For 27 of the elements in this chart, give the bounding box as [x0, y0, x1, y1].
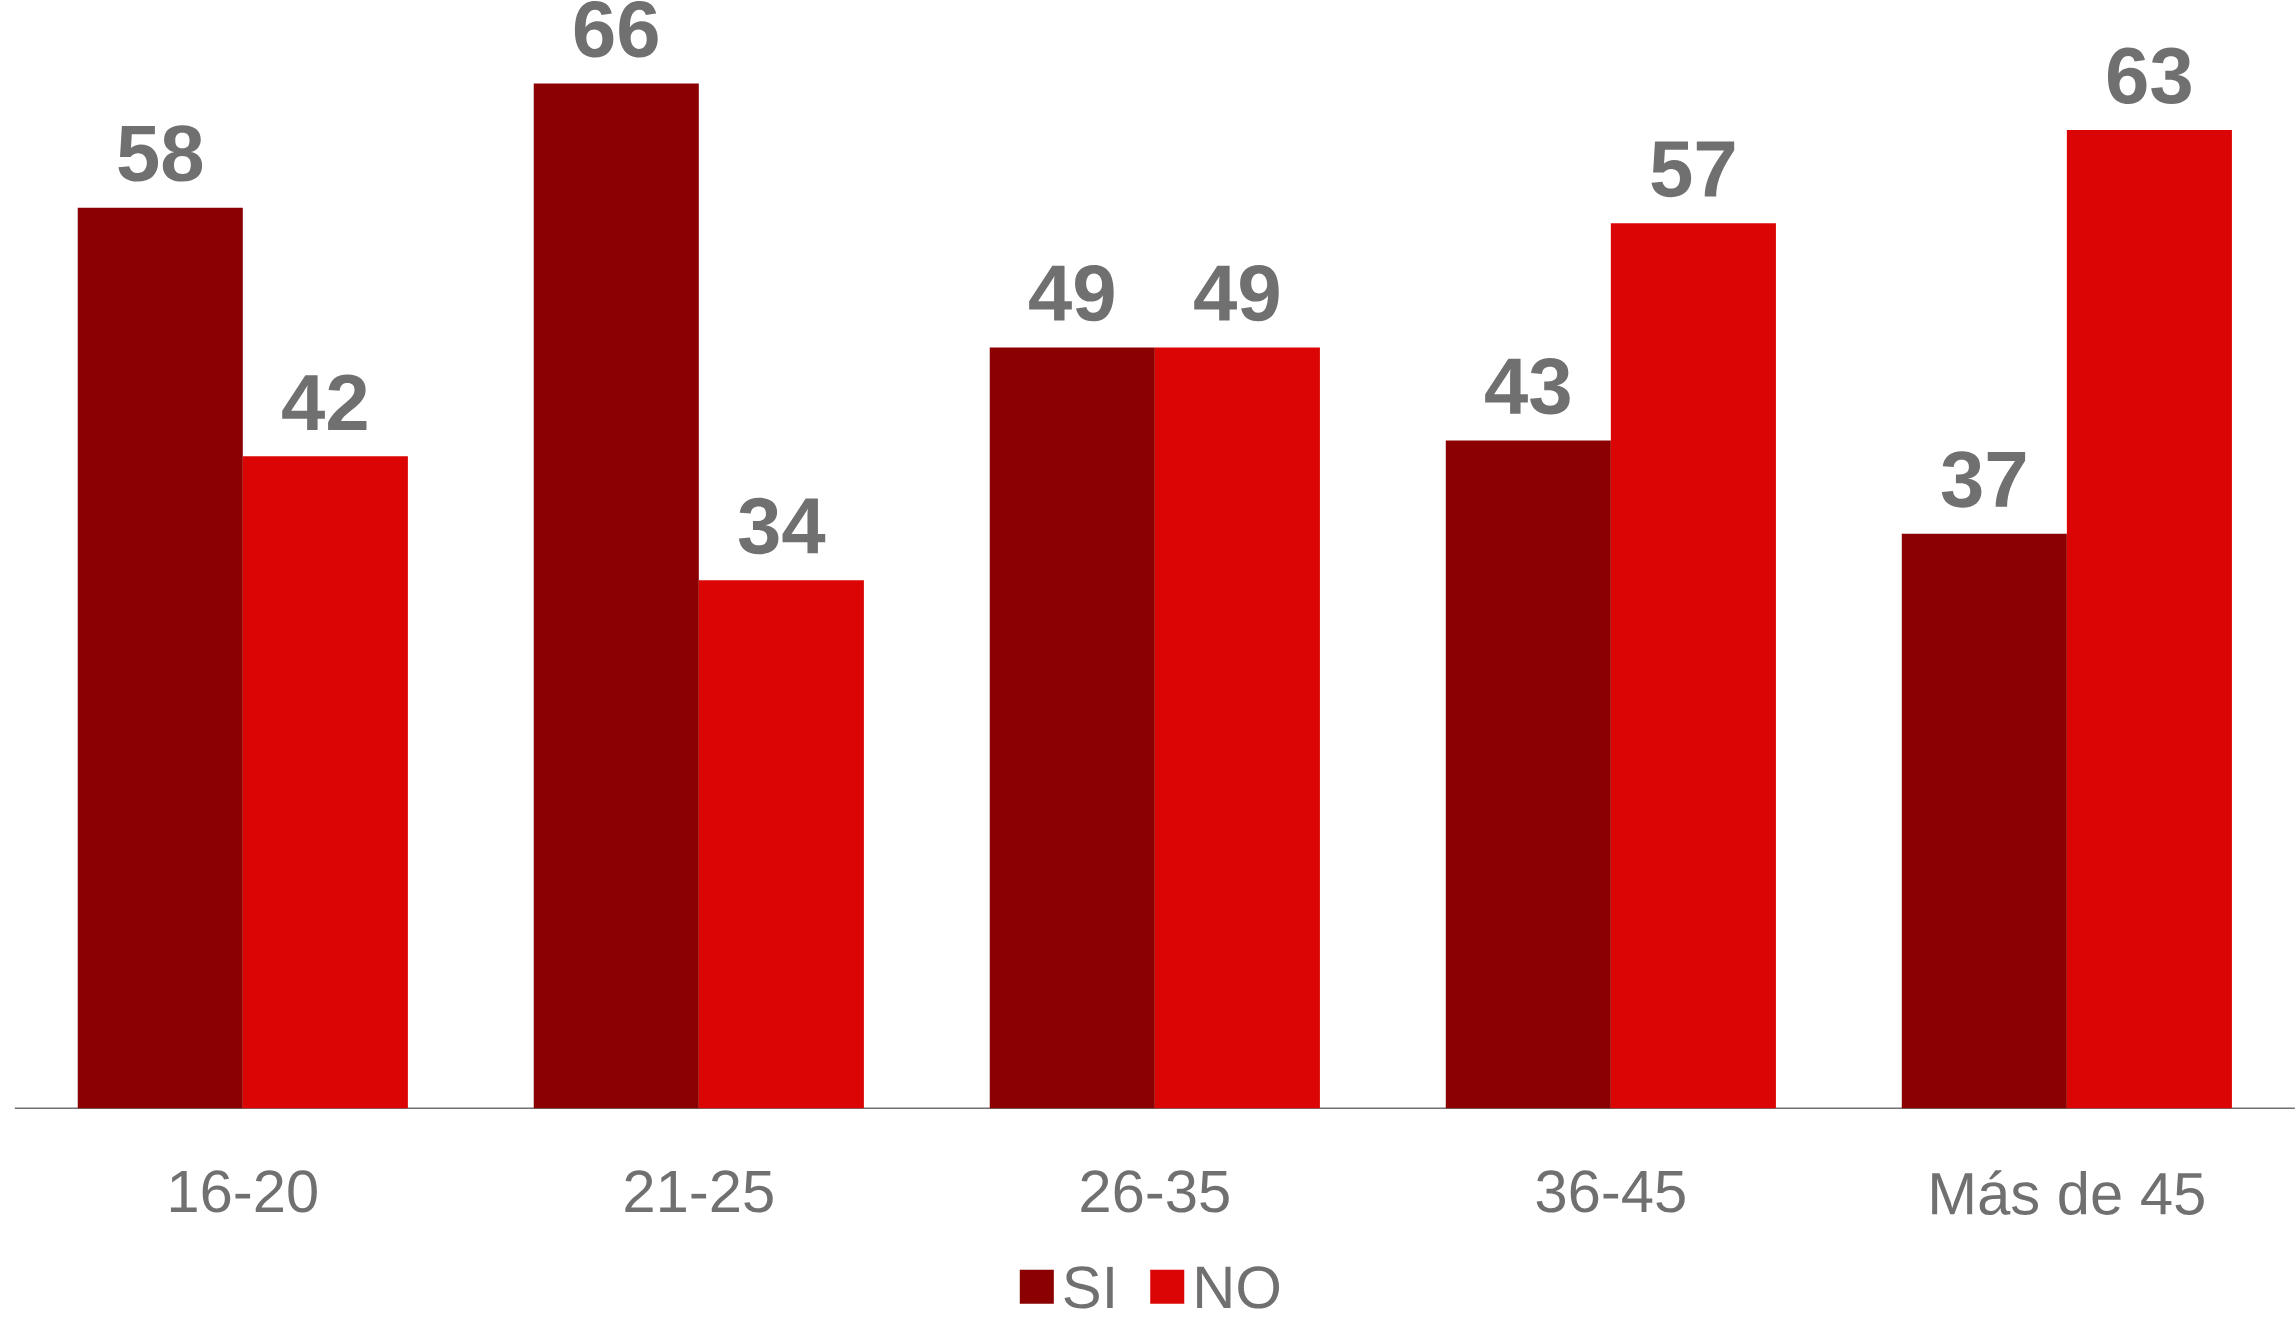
bar: [1901, 533, 2067, 1109]
bar: [2066, 130, 2232, 1109]
x-tick-label: 36-45: [1536, 1170, 1685, 1213]
data-label: 49: [1029, 264, 1114, 322]
data-label: 58: [118, 125, 203, 182]
data-label: 43: [1485, 358, 1570, 415]
data-label: 57: [1651, 141, 1735, 198]
bar: [1610, 223, 1776, 1109]
legend-label: SI: [1064, 1266, 1113, 1309]
bar: [1154, 347, 1320, 1109]
x-tick-label: 26-35: [1081, 1170, 1229, 1213]
x-tick-label: 16-20: [170, 1170, 317, 1213]
x-tick-label: 21-25: [625, 1170, 773, 1213]
legend-label: NO: [1197, 1266, 1280, 1309]
bar: [533, 83, 699, 1109]
bar: [698, 580, 864, 1109]
bar: [242, 456, 408, 1109]
bar: [989, 347, 1155, 1109]
data-label: 37: [1941, 451, 2026, 508]
data-label: 34: [738, 497, 826, 555]
data-label: 66: [574, 1, 658, 58]
x-tick-label: Más de 45: [1932, 1170, 2204, 1215]
data-label: 49: [1194, 264, 1279, 322]
bar: [77, 207, 243, 1109]
data-label: 42: [282, 374, 367, 431]
bar: [1445, 440, 1611, 1109]
data-label: 63: [2108, 47, 2191, 104]
